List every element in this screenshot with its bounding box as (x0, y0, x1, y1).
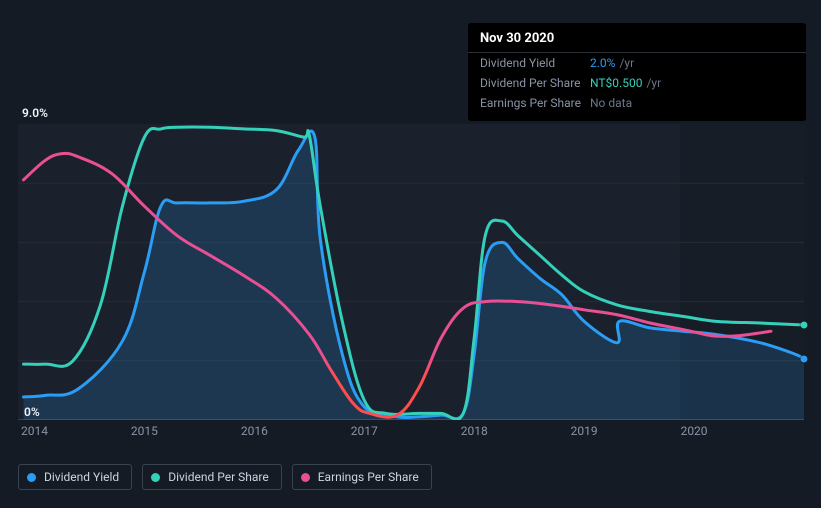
series-end-marker (801, 356, 808, 363)
tooltip-unit: /yr (646, 76, 661, 90)
x-axis-label: 2020 (681, 424, 708, 438)
tooltip-date: Nov 30 2020 (468, 31, 806, 53)
legend-label: Earnings Per Share (318, 470, 419, 484)
x-axis-label: 2014 (21, 424, 48, 438)
legend-dot-icon (301, 473, 310, 482)
dividend-chart[interactable]: 9.0% Past 0% 201420152016201720182019202… (18, 108, 804, 430)
tooltip-row: Dividend Yield2.0% /yr (468, 53, 806, 73)
legend-item[interactable]: Dividend Yield (18, 464, 132, 490)
tooltip-value: No data (590, 96, 632, 110)
tooltip-label: Dividend Yield (480, 56, 590, 70)
x-axis-label: 2016 (241, 424, 268, 438)
tooltip-row: Dividend Per ShareNT$0.500/yr (468, 73, 806, 93)
chart-legend: Dividend Yield Dividend Per Share Earnings… (18, 464, 432, 490)
tooltip-label: Dividend Per Share (480, 76, 590, 90)
series-end-marker (801, 321, 808, 328)
tooltip-value: NT$0.500 (590, 76, 642, 90)
legend-item[interactable]: Earnings Per Share (292, 464, 432, 490)
x-axis-label: 2015 (131, 424, 158, 438)
tooltip-row: Earnings Per ShareNo data (468, 93, 806, 113)
legend-label: Dividend Per Share (168, 470, 269, 484)
legend-dot-icon (27, 473, 36, 482)
tooltip-value: 2.0% (590, 56, 615, 70)
chart-tooltip: Nov 30 2020 Dividend Yield2.0%/yrDividen… (468, 23, 806, 121)
legend-label: Dividend Yield (44, 470, 119, 484)
tooltip-label: Earnings Per Share (480, 96, 590, 110)
x-axis-label: 2017 (351, 424, 378, 438)
legend-dot-icon (151, 473, 160, 482)
y-axis-min-label: 0% (24, 405, 40, 419)
tooltip-unit: /yr (619, 56, 634, 70)
x-axis-label: 2018 (461, 424, 488, 438)
legend-item[interactable]: Dividend Per Share (142, 464, 282, 490)
y-axis-max-label: 9.0% (22, 106, 48, 120)
x-axis-label: 2019 (571, 424, 598, 438)
